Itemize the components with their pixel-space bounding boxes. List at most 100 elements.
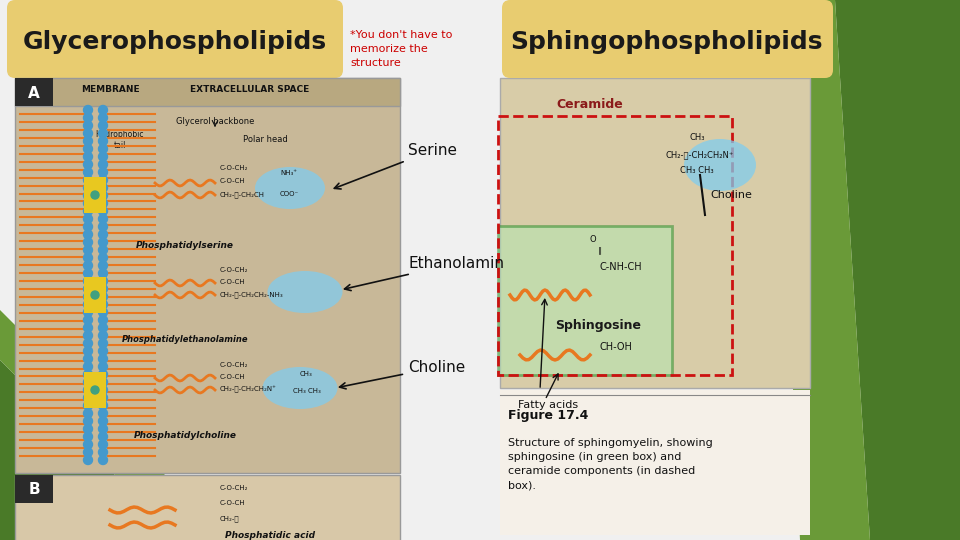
Polygon shape xyxy=(835,0,960,540)
Circle shape xyxy=(99,308,108,317)
Circle shape xyxy=(84,440,92,449)
Circle shape xyxy=(99,168,108,177)
Text: CH-OH: CH-OH xyxy=(600,342,633,352)
Circle shape xyxy=(99,207,108,215)
Bar xyxy=(15,475,400,540)
Circle shape xyxy=(84,377,92,387)
Circle shape xyxy=(99,292,108,301)
Circle shape xyxy=(91,291,99,299)
Ellipse shape xyxy=(268,271,343,313)
Text: A: A xyxy=(28,85,40,100)
Circle shape xyxy=(84,199,92,208)
Text: O: O xyxy=(590,235,596,244)
Circle shape xyxy=(84,386,92,395)
Circle shape xyxy=(99,424,108,434)
Circle shape xyxy=(99,129,108,138)
Circle shape xyxy=(84,129,92,138)
Circle shape xyxy=(84,121,92,130)
Circle shape xyxy=(84,253,92,262)
Ellipse shape xyxy=(684,139,756,191)
Circle shape xyxy=(91,191,99,199)
Text: Phosphatidic acid: Phosphatidic acid xyxy=(225,530,315,539)
Polygon shape xyxy=(775,0,870,540)
Text: EXTRACELLULAR SPACE: EXTRACELLULAR SPACE xyxy=(190,85,310,94)
Text: Phosphatidylserine: Phosphatidylserine xyxy=(136,240,234,249)
Circle shape xyxy=(84,393,92,402)
Circle shape xyxy=(99,144,108,153)
Circle shape xyxy=(99,113,108,122)
Polygon shape xyxy=(0,310,230,540)
Circle shape xyxy=(84,160,92,169)
Circle shape xyxy=(99,121,108,130)
Text: Choline: Choline xyxy=(340,360,466,389)
Circle shape xyxy=(99,176,108,185)
Bar xyxy=(500,390,810,535)
Circle shape xyxy=(84,417,92,426)
Circle shape xyxy=(99,409,108,418)
Circle shape xyxy=(84,137,92,146)
Circle shape xyxy=(99,199,108,208)
Circle shape xyxy=(99,440,108,449)
Bar xyxy=(500,78,810,388)
Text: C-O-CH₂: C-O-CH₂ xyxy=(220,267,249,273)
Text: C-O-CH₂: C-O-CH₂ xyxy=(220,362,249,368)
Circle shape xyxy=(99,253,108,262)
Text: Ceramide: Ceramide xyxy=(557,98,623,111)
Circle shape xyxy=(99,456,108,464)
Circle shape xyxy=(84,246,92,254)
Circle shape xyxy=(99,362,108,371)
Text: B: B xyxy=(28,483,39,497)
Text: C-O-CH: C-O-CH xyxy=(220,178,246,184)
Text: Polar head: Polar head xyxy=(243,136,287,145)
Circle shape xyxy=(84,276,92,286)
Circle shape xyxy=(99,183,108,192)
Circle shape xyxy=(84,176,92,185)
Text: C-NH-CH: C-NH-CH xyxy=(600,262,642,272)
Circle shape xyxy=(84,432,92,441)
Text: Figure 17.4: Figure 17.4 xyxy=(508,408,588,422)
Circle shape xyxy=(99,160,108,169)
Text: Fatty acids: Fatty acids xyxy=(518,400,578,410)
Polygon shape xyxy=(0,360,180,540)
Circle shape xyxy=(99,238,108,247)
Circle shape xyxy=(99,448,108,457)
Circle shape xyxy=(84,448,92,457)
Circle shape xyxy=(84,183,92,192)
Circle shape xyxy=(99,261,108,270)
Text: C-O-CH: C-O-CH xyxy=(220,374,246,380)
Bar xyxy=(84,177,106,213)
Circle shape xyxy=(99,300,108,309)
Text: Serine: Serine xyxy=(334,143,457,189)
Circle shape xyxy=(99,269,108,278)
FancyBboxPatch shape xyxy=(498,226,672,375)
Circle shape xyxy=(99,377,108,387)
Circle shape xyxy=(84,354,92,363)
Circle shape xyxy=(84,144,92,153)
Bar xyxy=(84,277,106,313)
Text: Glycerophospholipids: Glycerophospholipids xyxy=(23,30,327,54)
Text: NH₃⁺: NH₃⁺ xyxy=(280,170,297,176)
Circle shape xyxy=(99,386,108,395)
Bar xyxy=(15,78,400,106)
Circle shape xyxy=(84,409,92,418)
Text: Sphingosine: Sphingosine xyxy=(555,319,641,332)
Bar xyxy=(84,372,106,408)
Circle shape xyxy=(84,230,92,239)
Bar xyxy=(15,78,400,473)
Text: MEMBRANE: MEMBRANE xyxy=(81,85,139,94)
Circle shape xyxy=(84,214,92,224)
Circle shape xyxy=(99,323,108,332)
Text: CH₂-Ⓟ-CH₂CH₂-NH₃: CH₂-Ⓟ-CH₂CH₂-NH₃ xyxy=(220,291,283,298)
Text: Phosphatidylcholine: Phosphatidylcholine xyxy=(133,430,236,440)
Circle shape xyxy=(84,456,92,464)
Circle shape xyxy=(84,339,92,348)
Text: C-O-CH₂: C-O-CH₂ xyxy=(220,485,249,491)
Circle shape xyxy=(99,315,108,325)
Text: CH₂-Ⓟ: CH₂-Ⓟ xyxy=(220,515,240,522)
Circle shape xyxy=(99,191,108,200)
Text: COO⁻: COO⁻ xyxy=(280,191,300,197)
Circle shape xyxy=(99,370,108,379)
Text: Structure of sphingomyelin, showing
sphingosine (in green box) and
ceramide comp: Structure of sphingomyelin, showing sphi… xyxy=(508,438,712,490)
Circle shape xyxy=(99,214,108,224)
Text: CH₃ CH₃: CH₃ CH₃ xyxy=(680,166,713,175)
